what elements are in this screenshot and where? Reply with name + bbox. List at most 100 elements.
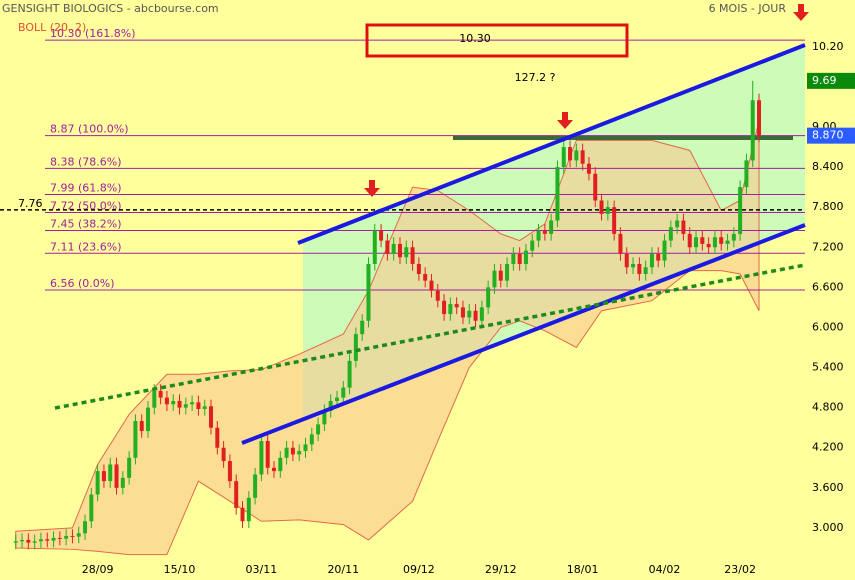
arrow bbox=[557, 112, 573, 129]
candle-body bbox=[127, 457, 132, 478]
candle-body bbox=[328, 400, 333, 411]
reference-label: 7.76 bbox=[18, 197, 43, 210]
x-tick-label: 20/11 bbox=[327, 563, 359, 576]
candle-body bbox=[719, 237, 724, 244]
y-tick-label: 7.800 bbox=[812, 200, 844, 213]
candle-body bbox=[712, 237, 717, 248]
y-tick-label: 3.000 bbox=[812, 521, 844, 534]
indicator-label: BOLL (20, 2) bbox=[18, 21, 86, 34]
candle-body bbox=[454, 304, 459, 308]
price-tag bbox=[807, 127, 855, 144]
candle-body bbox=[360, 320, 365, 335]
candle-body bbox=[656, 253, 661, 261]
candle-body bbox=[89, 494, 94, 522]
candle-body bbox=[391, 243, 396, 254]
candle-body bbox=[467, 310, 472, 318]
bollinger-band bbox=[15, 120, 760, 556]
candle-body bbox=[435, 290, 440, 301]
candle-body bbox=[202, 406, 207, 409]
candle-body bbox=[668, 227, 673, 241]
fib-label: 7.11 (23.6%) bbox=[50, 240, 122, 253]
candle-body bbox=[757, 100, 762, 136]
y-tick-label: 6.000 bbox=[812, 320, 844, 333]
price-tag-label: 9.69 bbox=[812, 74, 837, 87]
candle-body bbox=[404, 247, 409, 258]
candle-body bbox=[750, 100, 755, 161]
candle-body bbox=[284, 447, 289, 458]
candle-body bbox=[177, 400, 182, 408]
fib-label: 8.87 (100.0%) bbox=[50, 123, 129, 136]
fib-label: 8.38 (78.6%) bbox=[50, 155, 122, 168]
candle-body bbox=[108, 464, 113, 482]
candle-body bbox=[240, 507, 245, 522]
candle-body bbox=[259, 441, 264, 475]
y-tick-label: 3.600 bbox=[812, 481, 844, 494]
candle-body bbox=[164, 397, 169, 405]
candle-body bbox=[171, 400, 176, 405]
candle-body bbox=[580, 150, 585, 164]
chart-title: GENSIGHT BIOLOGICS - abcbourse.com bbox=[2, 2, 219, 15]
candle-body bbox=[536, 230, 541, 241]
candle-body bbox=[26, 539, 31, 543]
candle-body bbox=[272, 467, 277, 472]
fib-label: 10.30 (161.8%) bbox=[50, 27, 136, 40]
candle-body bbox=[498, 270, 503, 281]
candle-body bbox=[334, 397, 339, 401]
candle-body bbox=[183, 404, 188, 408]
candle-body bbox=[479, 307, 484, 321]
candle-body bbox=[316, 424, 321, 435]
fib-label: 7.72 (50.0%) bbox=[50, 200, 122, 213]
candle-body bbox=[309, 434, 314, 445]
candle-body bbox=[196, 402, 201, 409]
fib-label: 7.99 (61.8%) bbox=[50, 181, 122, 194]
x-tick-label: 18/01 bbox=[567, 563, 599, 576]
y-tick-label: 4.800 bbox=[812, 401, 844, 414]
candle-body bbox=[120, 477, 125, 488]
candle-body bbox=[549, 220, 554, 234]
y-tick-label: 6.600 bbox=[812, 280, 844, 293]
candle-body bbox=[460, 307, 465, 318]
candle-body bbox=[486, 287, 491, 308]
candle-body bbox=[303, 444, 308, 452]
candle-body bbox=[700, 237, 705, 244]
candle-body bbox=[133, 421, 138, 458]
candle-body bbox=[612, 207, 617, 234]
candle-body bbox=[662, 240, 667, 261]
candle-body bbox=[253, 474, 258, 498]
x-tick-label: 04/02 bbox=[649, 563, 681, 576]
candle-body bbox=[523, 250, 528, 264]
fib-label: 7.45 (38.2%) bbox=[50, 218, 122, 231]
candle-body bbox=[64, 535, 69, 539]
candle-body bbox=[706, 243, 711, 248]
question-annotation: 127.2 ? bbox=[515, 71, 556, 84]
candle-body bbox=[511, 253, 516, 264]
candle-body bbox=[416, 263, 421, 274]
candle-body bbox=[146, 407, 151, 432]
candle-body bbox=[675, 220, 680, 228]
candle-body bbox=[20, 539, 25, 542]
y-tick-label: 5.400 bbox=[812, 361, 844, 374]
candle-body bbox=[234, 481, 239, 508]
candle-body bbox=[57, 537, 62, 539]
candle-body bbox=[574, 150, 579, 161]
x-tick-label: 09/12 bbox=[403, 563, 435, 576]
price-tag-label: 8.870 bbox=[812, 129, 844, 142]
candle-body bbox=[473, 310, 478, 321]
candle-body bbox=[347, 360, 352, 388]
trend-line-upper bbox=[297, 43, 806, 245]
candle-body bbox=[38, 539, 43, 542]
candle-layer bbox=[13, 80, 762, 550]
candle-body bbox=[505, 263, 510, 281]
trend-line-lower bbox=[241, 223, 806, 445]
y-tick-label: 7.200 bbox=[812, 240, 844, 253]
candle-body bbox=[599, 200, 604, 214]
candle-body bbox=[341, 387, 346, 398]
candle-body bbox=[593, 173, 598, 201]
candle-body bbox=[555, 167, 560, 221]
candle-body bbox=[246, 497, 251, 522]
candle-body bbox=[643, 267, 648, 274]
candle-body bbox=[637, 263, 642, 274]
candle-body bbox=[221, 447, 226, 462]
candle-body bbox=[51, 537, 56, 541]
candle-body bbox=[190, 402, 195, 405]
